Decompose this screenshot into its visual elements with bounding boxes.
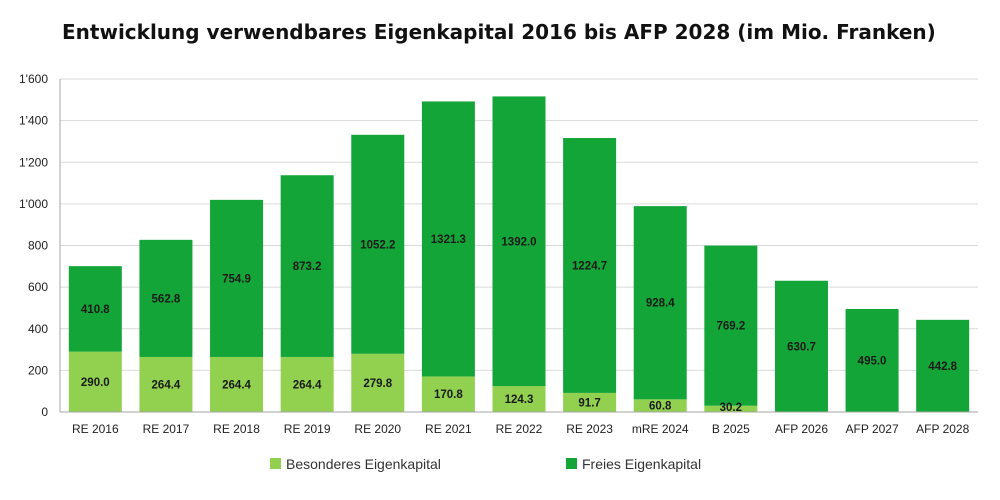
bar-segment [774,280,828,412]
x-tick-label: RE 2021 [425,422,472,436]
x-tick-label: AFP 2028 [916,422,969,436]
chart-title: Entwicklung verwendbares Eigenkapital 20… [62,20,936,44]
data-label: 769.2 [716,321,745,333]
axes: 0 200 400 600 800 1'000 1'200 1'400 1'600 RE 2016… [19,72,978,436]
legend-label: Freies Eigenkapital [582,456,701,472]
x-tick-label: RE 2017 [143,422,190,436]
data-label: 562.8 [152,293,181,305]
data-labels: 290.0 410.8 264.4 562.8 264.4 754.9 264.4 873.2… [81,234,958,414]
data-label: 754.9 [222,273,251,285]
bar-segment [280,356,334,412]
bars [68,96,970,412]
bar-segment [704,405,758,412]
bar-segment [633,399,687,412]
bar-segment [139,356,193,412]
y-tick-label: 800 [28,239,48,253]
bar-segment [210,356,264,412]
x-tick-label: mRE 2024 [632,422,689,436]
y-tick-label: 200 [28,363,48,377]
data-label: 442.8 [928,361,957,373]
bar-segment [845,308,899,412]
y-tick-label: 1'000 [19,197,48,211]
bar-segment [68,266,122,352]
bar-segment [421,376,475,412]
y-tick-label: 1'400 [19,114,48,128]
data-label: 1392.0 [501,236,536,248]
data-label: 264.4 [222,379,251,391]
y-tick-label: 1'200 [19,155,48,169]
data-label: 264.4 [152,379,181,391]
data-label: 124.3 [505,394,534,406]
y-tick-label: 1'600 [19,72,48,86]
data-label: 60.8 [649,401,672,413]
y-tick-label: 600 [28,280,48,294]
bar-segment [704,245,758,406]
data-label: 1224.7 [572,260,607,272]
data-label: 928.4 [646,298,675,310]
legend-swatch [566,458,577,469]
x-tick-label: AFP 2026 [775,422,828,436]
bar-segment [916,319,970,412]
bar-segment [492,96,546,387]
data-label: 170.8 [434,389,463,401]
legend-label: Besonderes Eigenkapital [286,456,441,472]
data-label: 264.4 [293,379,322,391]
x-tick-label: RE 2018 [213,422,260,436]
bar-segment [351,134,405,354]
x-tick-label: RE 2016 [72,422,119,436]
x-tick-label: RE 2020 [354,422,401,436]
bar-segment [139,239,193,357]
x-tick-label: B 2025 [712,422,750,436]
data-label: 30.2 [720,402,742,414]
data-label: 873.2 [293,261,322,273]
bar-segment [492,386,546,412]
bar-segment [68,351,122,412]
data-label: 1321.3 [431,234,466,246]
data-label: 279.8 [363,378,392,390]
bar-segment [351,353,405,412]
data-label: 91.7 [578,397,600,409]
bar-segment [421,101,475,377]
bar-segment [563,138,617,393]
legend-swatch [270,458,281,469]
y-tick-label: 0 [41,405,48,419]
x-tick-label: RE 2019 [284,422,331,436]
bar-segment [210,199,264,357]
legend: Besonderes Eigenkapital Freies Eigenkapit… [270,456,701,472]
bar-segment [633,206,687,400]
bar-segment [563,392,617,412]
data-label: 410.8 [81,304,110,316]
x-tick-label: RE 2022 [496,422,543,436]
x-tick-label: AFP 2027 [845,422,898,436]
y-tick-label: 400 [28,322,48,336]
data-label: 495.0 [858,355,887,367]
x-tick-label: RE 2023 [566,422,613,436]
data-label: 630.7 [787,341,816,353]
data-label: 1052.2 [360,239,395,251]
bar-segment [280,175,334,357]
data-label: 290.0 [81,377,110,389]
